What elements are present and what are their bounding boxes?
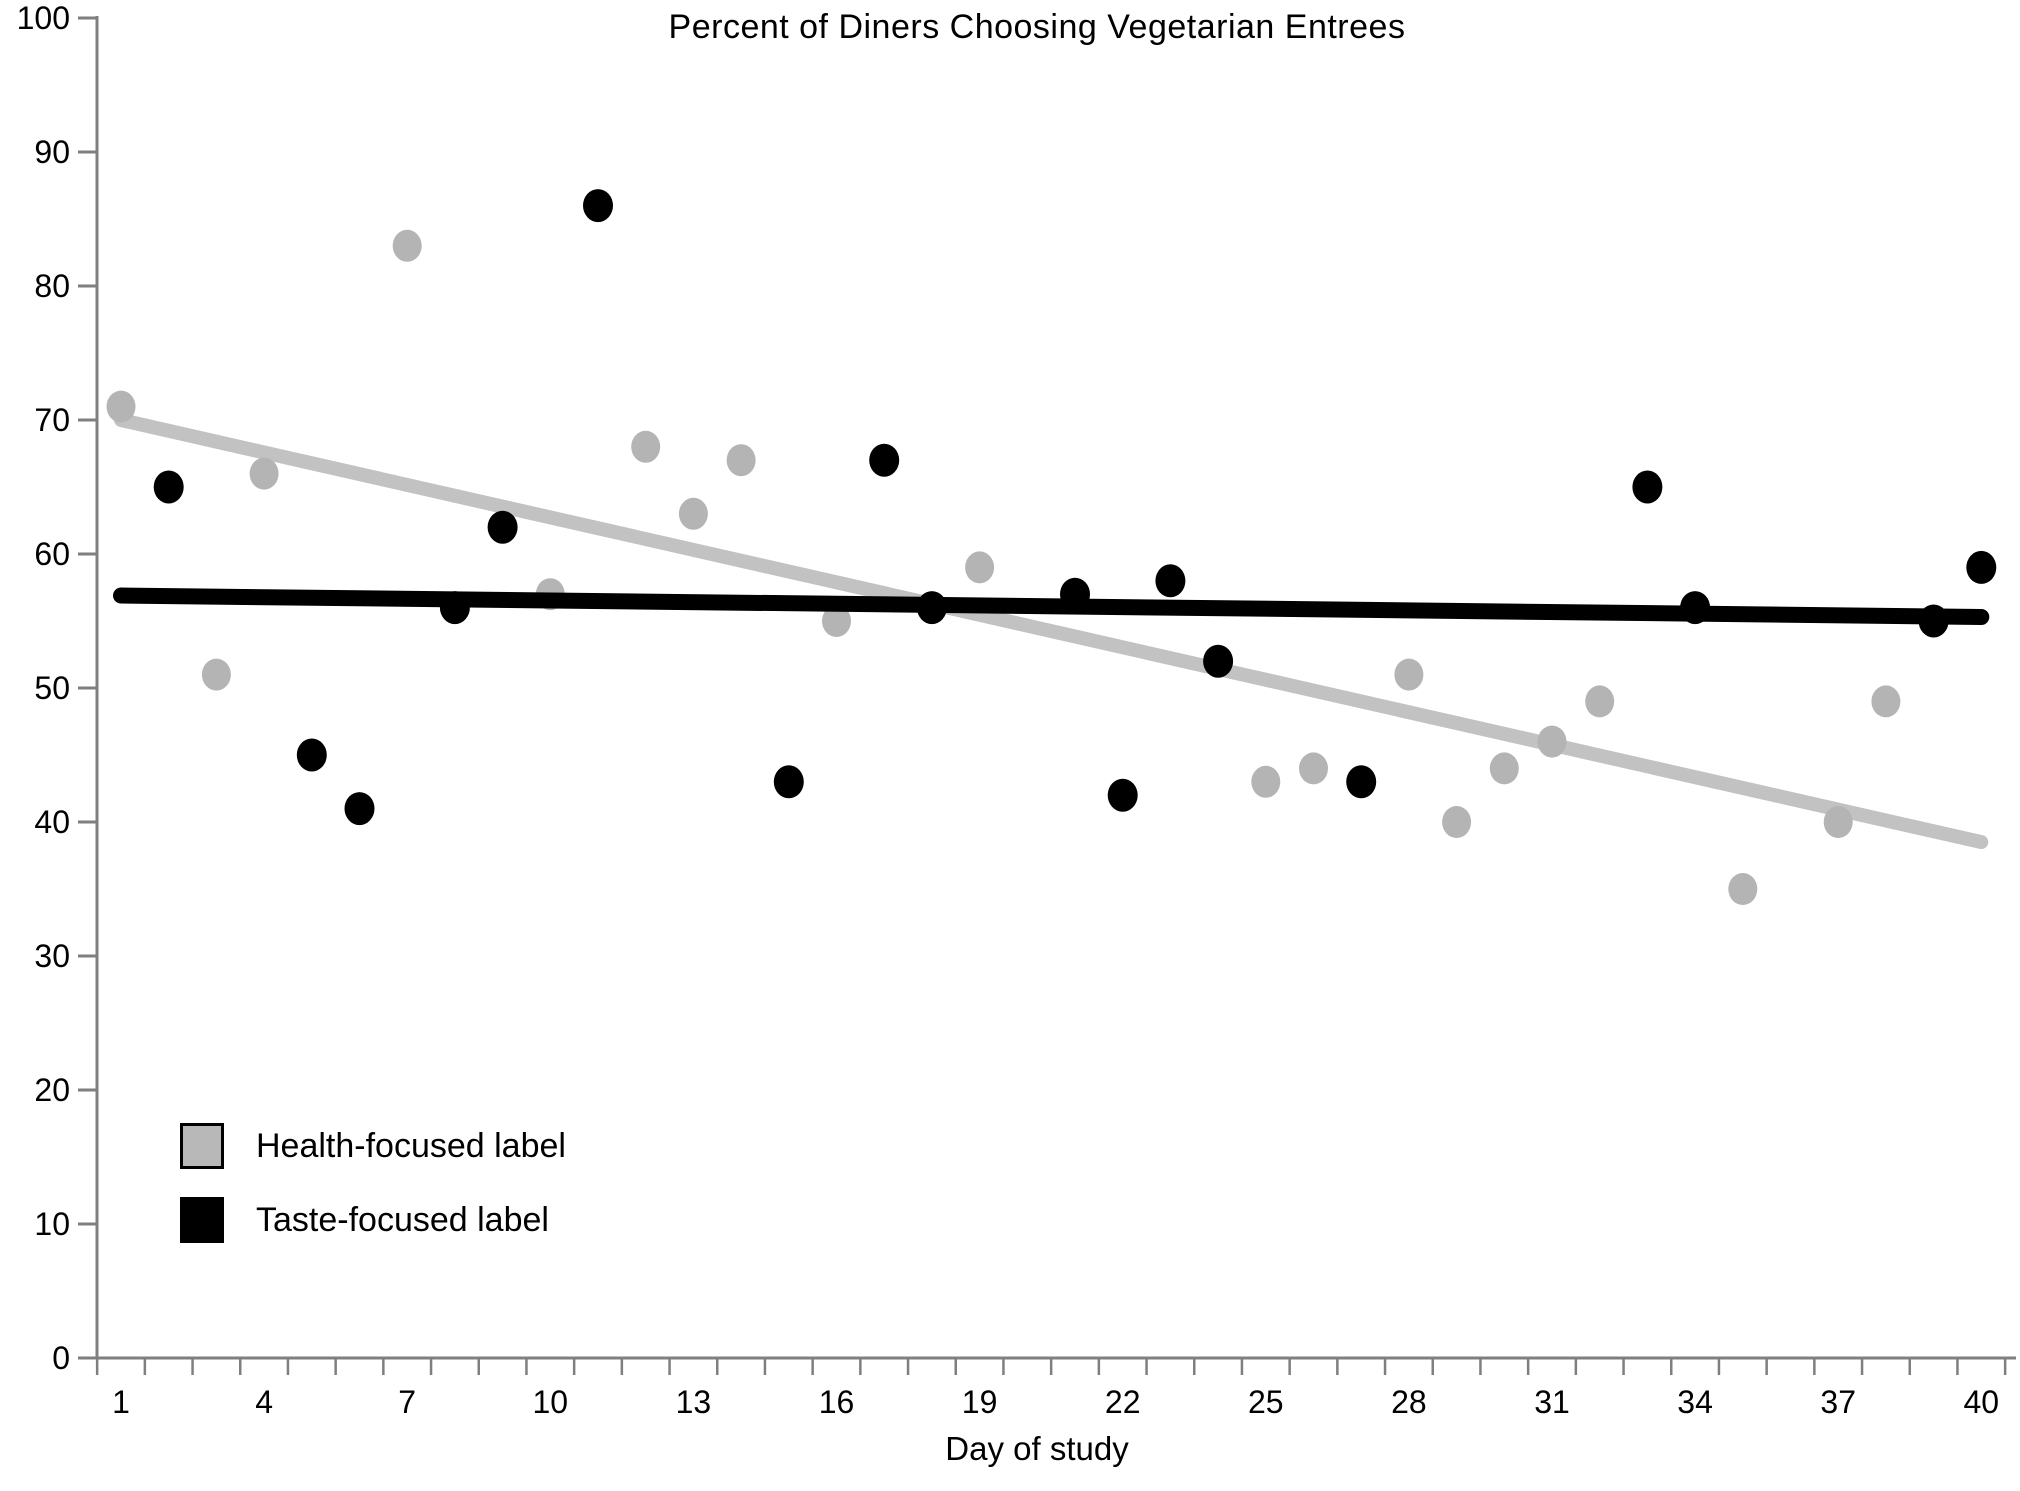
x-tick-label: 25 xyxy=(1248,1384,1284,1420)
taste-data-point xyxy=(916,591,947,625)
x-tick-label: 10 xyxy=(533,1384,569,1420)
health-data-point xyxy=(1442,806,1472,838)
health-data-point xyxy=(1251,765,1281,798)
y-tick-label: 20 xyxy=(34,1072,70,1108)
taste-data-point xyxy=(439,591,470,625)
y-tick-label: 10 xyxy=(34,1206,70,1242)
legend-label-health: Health-focused label xyxy=(256,1126,566,1165)
x-tick-label: 4 xyxy=(255,1384,273,1420)
taste-legend-swatch-icon xyxy=(180,1197,224,1243)
y-tick-label: 40 xyxy=(34,804,70,840)
health-data-point xyxy=(392,229,422,262)
x-tick-label: 7 xyxy=(398,1384,416,1420)
legend: Health-focused label Taste-focused label xyxy=(180,1122,566,1270)
x-tick-label: 1 xyxy=(112,1384,130,1420)
taste-data-point xyxy=(1107,778,1138,812)
taste-data-point xyxy=(153,470,184,504)
x-axis-title: Day of study xyxy=(945,1430,1129,1467)
health-data-point xyxy=(1489,752,1519,785)
health-data-point xyxy=(249,457,279,490)
x-tick-label: 37 xyxy=(1820,1384,1856,1420)
health-data-point xyxy=(631,430,661,463)
x-tick-label: 31 xyxy=(1534,1384,1570,1420)
x-tick-label: 13 xyxy=(676,1384,712,1420)
taste-data-point xyxy=(1918,604,1949,638)
taste-data-point xyxy=(1632,470,1663,504)
health-legend-swatch-icon xyxy=(180,1123,224,1169)
health-data-point xyxy=(822,605,851,637)
health-data-point xyxy=(1585,685,1615,718)
health-data-point xyxy=(1394,658,1424,691)
y-tick-label: 30 xyxy=(34,938,70,974)
taste-data-point xyxy=(1680,591,1711,625)
taste-data-point xyxy=(1966,550,1997,584)
taste-data-point xyxy=(869,443,900,477)
y-tick-label: 0 xyxy=(52,1340,70,1376)
health-data-point xyxy=(1823,806,1853,838)
legend-entry-taste: Taste-focused label xyxy=(180,1196,566,1244)
taste-trend-line xyxy=(113,587,1990,625)
taste-data-point xyxy=(344,792,375,826)
taste-data-point xyxy=(1060,577,1090,611)
health-data-point xyxy=(726,444,756,477)
health-data-point xyxy=(1537,725,1567,758)
taste-data-point xyxy=(583,189,613,223)
taste-data-point xyxy=(1346,765,1377,799)
taste-data-point xyxy=(1203,644,1234,678)
x-tick-label: 19 xyxy=(962,1384,998,1420)
legend-entry-health: Health-focused label xyxy=(180,1122,566,1170)
y-tick-label: 80 xyxy=(34,268,70,304)
health-trend-line xyxy=(114,413,1989,850)
x-tick-label: 34 xyxy=(1677,1384,1713,1420)
chart-title: Percent of Diners Choosing Vegetarian En… xyxy=(668,8,1406,46)
taste-data-point xyxy=(773,765,804,799)
x-tick-label: 16 xyxy=(819,1384,855,1420)
y-tick-label: 90 xyxy=(34,134,70,170)
taste-data-point xyxy=(1155,564,1186,598)
y-tick-label: 70 xyxy=(34,402,70,438)
health-data-point xyxy=(678,497,708,530)
x-tick-label: 28 xyxy=(1391,1384,1427,1420)
health-data-point xyxy=(201,658,231,691)
taste-data-point xyxy=(296,738,327,772)
y-tick-label: 50 xyxy=(34,670,70,706)
y-tick-label: 60 xyxy=(34,536,70,572)
legend-label-taste: Taste-focused label xyxy=(256,1200,549,1239)
y-tick-label: 100 xyxy=(17,0,70,36)
health-data-point xyxy=(1728,873,1758,905)
taste-data-point xyxy=(487,510,518,544)
health-data-point xyxy=(1299,752,1328,785)
health-data-point xyxy=(1871,685,1901,718)
health-data-point xyxy=(106,390,136,423)
health-data-point xyxy=(965,551,995,584)
x-tick-label: 22 xyxy=(1105,1384,1141,1420)
x-tick-label: 40 xyxy=(1964,1384,2000,1420)
